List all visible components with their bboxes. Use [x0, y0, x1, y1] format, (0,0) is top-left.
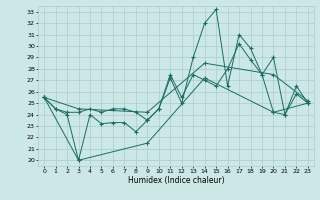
X-axis label: Humidex (Indice chaleur): Humidex (Indice chaleur) — [128, 176, 224, 185]
